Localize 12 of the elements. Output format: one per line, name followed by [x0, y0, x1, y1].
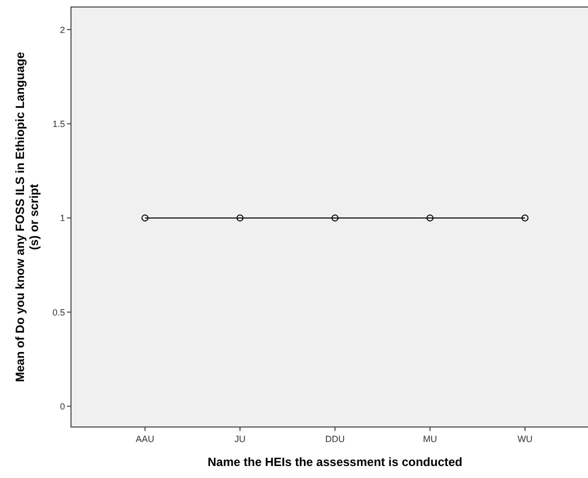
- x-tick-label: AAU: [136, 434, 154, 444]
- y-tick-label: 1.5: [52, 118, 65, 129]
- x-tick-label: JU: [234, 434, 246, 444]
- y-axis-title: Mean of Do you know any FOSS ILS in Ethiopic Language (s) or script: [13, 52, 41, 382]
- y-tick-label: 2: [60, 24, 65, 35]
- x-tick-label: WU: [518, 434, 532, 444]
- x-axis-title: Name the HEIs the assessment is conducted: [208, 455, 462, 469]
- x-tick-label: DDU: [325, 434, 345, 444]
- y-tick-label: 0.5: [52, 307, 65, 318]
- y-tick-label: 0: [60, 401, 65, 412]
- x-tick-label: MU: [423, 434, 437, 444]
- y-tick-label: 1: [60, 213, 65, 224]
